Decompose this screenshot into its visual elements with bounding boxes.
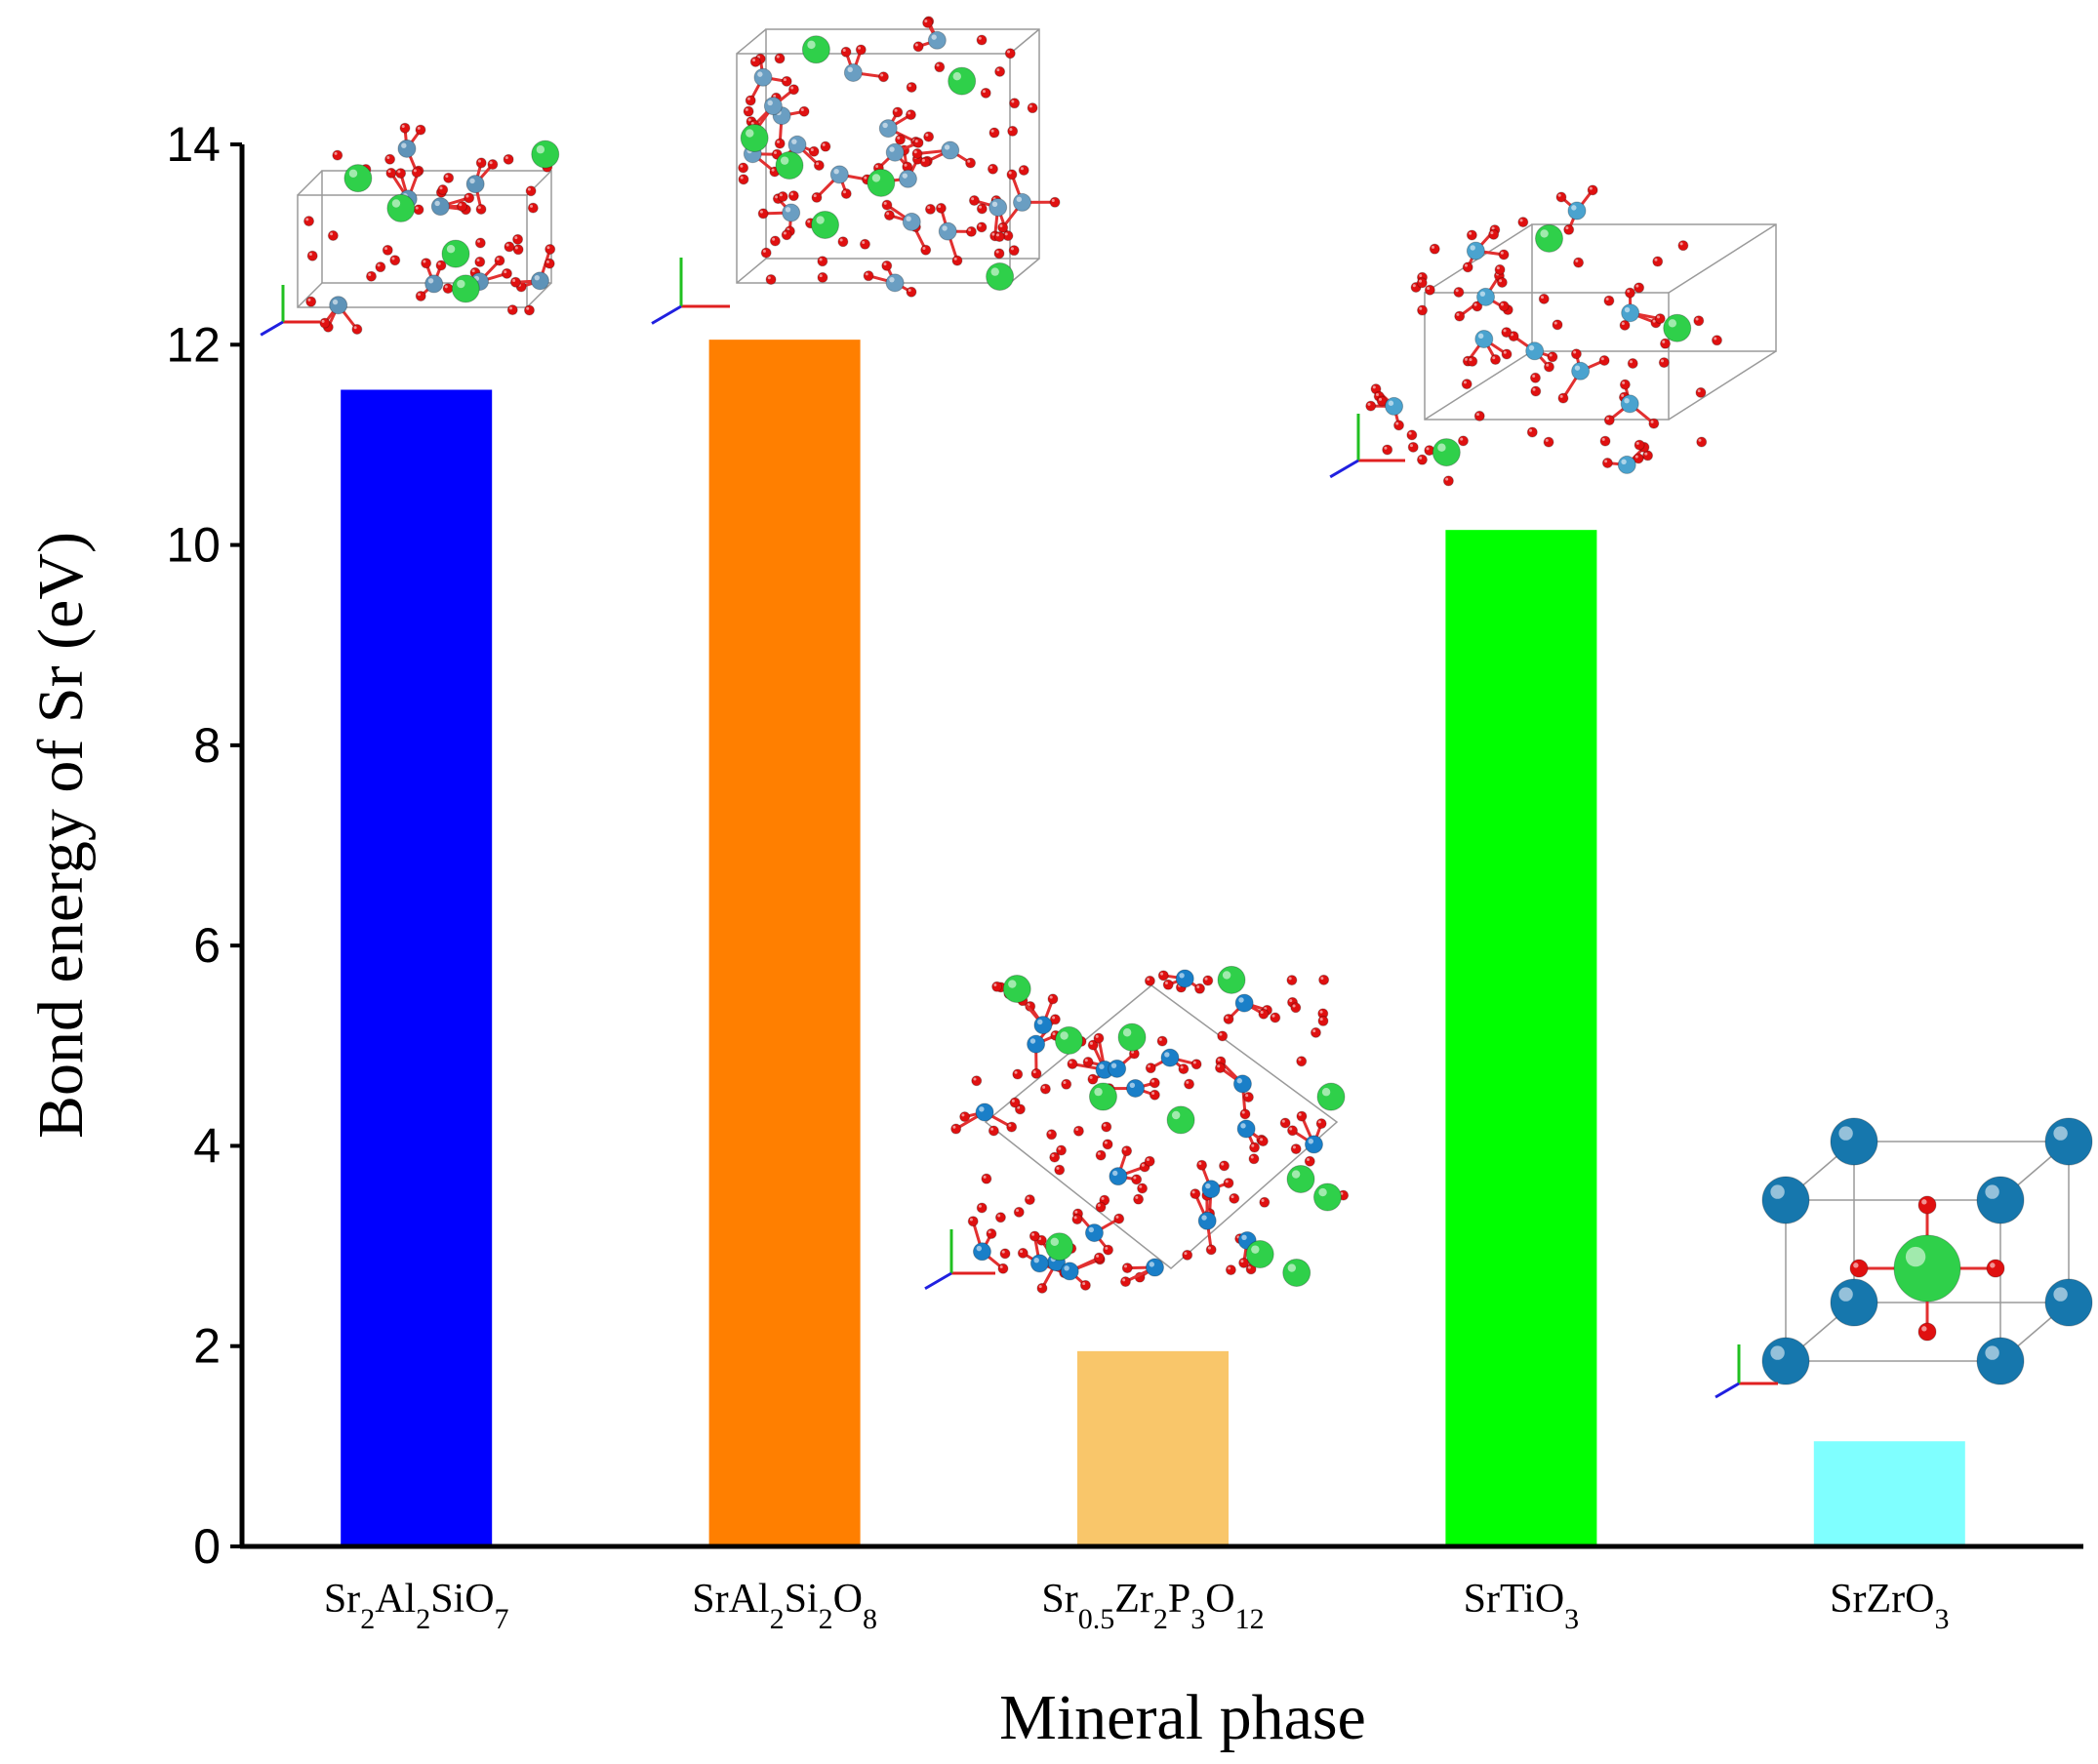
crystal-structure-inset-sr2al2sio7 (260, 122, 560, 337)
crystal-structure-inset-srtio3 (1329, 184, 1777, 487)
axes (239, 144, 2083, 1549)
crystal-structure-inset-sral2si2o8 (651, 16, 1061, 325)
x-tick-label-srtio3: SrTiO3 (1464, 1577, 1580, 1635)
crystal-structure-insets (260, 16, 2093, 1399)
y-tick-label: 6 (193, 918, 221, 973)
y-tick-label: 0 (193, 1519, 221, 1574)
y-tick-label: 12 (166, 317, 221, 372)
bar-sral2si2o8 (708, 340, 861, 1546)
bar-srtio3 (1445, 530, 1597, 1546)
x-tick-label-srzro3: SrZrO3 (1830, 1577, 1949, 1635)
x-tick-label-sr05zr2p3o12: Sr0.5Zr2P3O12 (1041, 1577, 1264, 1635)
crystal-structure-inset-sr05zr2p3o12 (924, 965, 1350, 1294)
bar-srzro3 (1813, 1441, 1965, 1546)
y-tick-label: 10 (166, 518, 221, 573)
bar-sr2al2sio7 (341, 389, 493, 1547)
y-tick-label: 2 (193, 1319, 221, 1374)
y-axis-title: Bond energy of Sr (eV) (25, 532, 97, 1139)
bar-sr05zr2p3o12 (1077, 1350, 1229, 1546)
x-tick-labels: Sr2Al2SiO7 SrAl2Si2O8 Sr0.5Zr2P3O12 SrTiO3 S… (324, 1577, 1950, 1635)
crystal-structure-inset-srzro3 (1715, 1117, 2093, 1399)
y-tick-labels: 0 2 4 6 8 10 12 14 (166, 117, 242, 1574)
y-tick-label: 14 (166, 117, 221, 172)
bars (341, 340, 1965, 1547)
x-axis-title: Mineral phase (999, 1682, 1366, 1753)
y-tick-label: 4 (193, 1118, 221, 1173)
x-tick-label-sral2si2o8: SrAl2Si2O8 (692, 1577, 877, 1635)
y-tick-label: 8 (193, 718, 221, 773)
x-tick-label-sr2al2sio7: Sr2Al2SiO7 (324, 1577, 509, 1635)
